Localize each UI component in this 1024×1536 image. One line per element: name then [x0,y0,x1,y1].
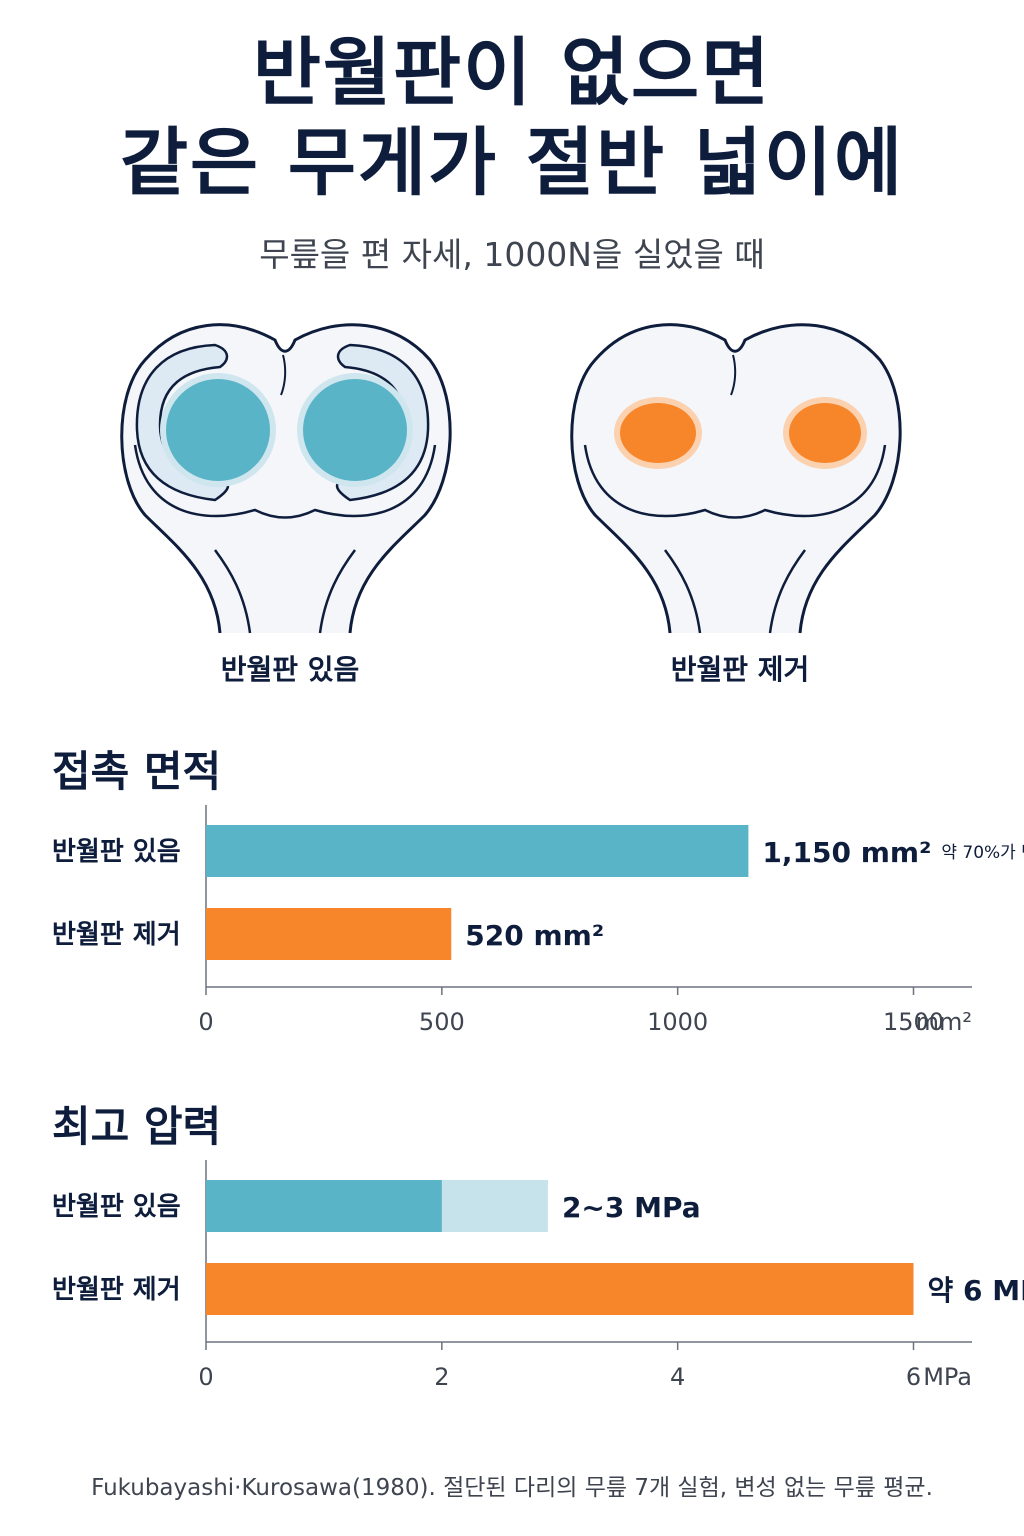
title-line-2: 같은 무게가 절반 넓이에 [119,120,905,206]
x-tick-label: 500 [419,1008,465,1036]
x-tick-label: 0 [198,1008,213,1036]
title-line-1: 반월판이 없으면 [252,30,772,116]
x-tick-label: 0 [198,1363,213,1391]
annotation: 약 70%가 반월판 위 [941,843,1024,863]
x-tick-label: 2 [434,1363,449,1391]
bar [206,825,749,877]
source-note: Fukubayashi·Kurosawa(1980). 절단된 다리의 무릎 7… [91,1475,933,1501]
knee-label-meniscus-removed: 반월판 제거 [670,653,810,686]
x-unit-label: mm² [916,1008,972,1036]
x-tick-label: 1500 [883,1008,944,1036]
x-tick-label: 4 [670,1363,685,1391]
bar [206,908,452,960]
contact-area-chart: 반월판 있음 1,150 mm² 약 70%가 반월판 위반월판 제거 520 mm²… [52,805,1024,1036]
category-label: 반월판 있음 [52,837,181,867]
data-label: 2~3 MPa [562,1191,701,1224]
data-label: 520 mm² [465,919,604,952]
x-tick-label: 6 [906,1363,921,1391]
knee-with-meniscus-illustration [120,323,452,634]
bar [206,1263,914,1315]
category-label: 반월판 제거 [52,920,181,950]
x-tick-label: 1000 [647,1008,708,1036]
bar [206,1180,442,1232]
knee-meniscus-removed-illustration [570,323,902,634]
subtitle: 무릎을 편 자세, 1000N을 실었을 때 [259,235,765,274]
data-label: 약 6 MPa [928,1274,1024,1307]
peak-pressure-title: 최고 압력 [52,1102,222,1151]
category-label: 반월판 제거 [52,1275,181,1305]
x-unit-label: MPa [923,1363,972,1391]
knee-label-with-meniscus: 반월판 있음 [220,653,360,686]
data-label: 1,150 mm² [762,836,931,869]
category-label: 반월판 있음 [52,1192,181,1222]
contact-area-title: 접촉 면적 [52,747,222,796]
